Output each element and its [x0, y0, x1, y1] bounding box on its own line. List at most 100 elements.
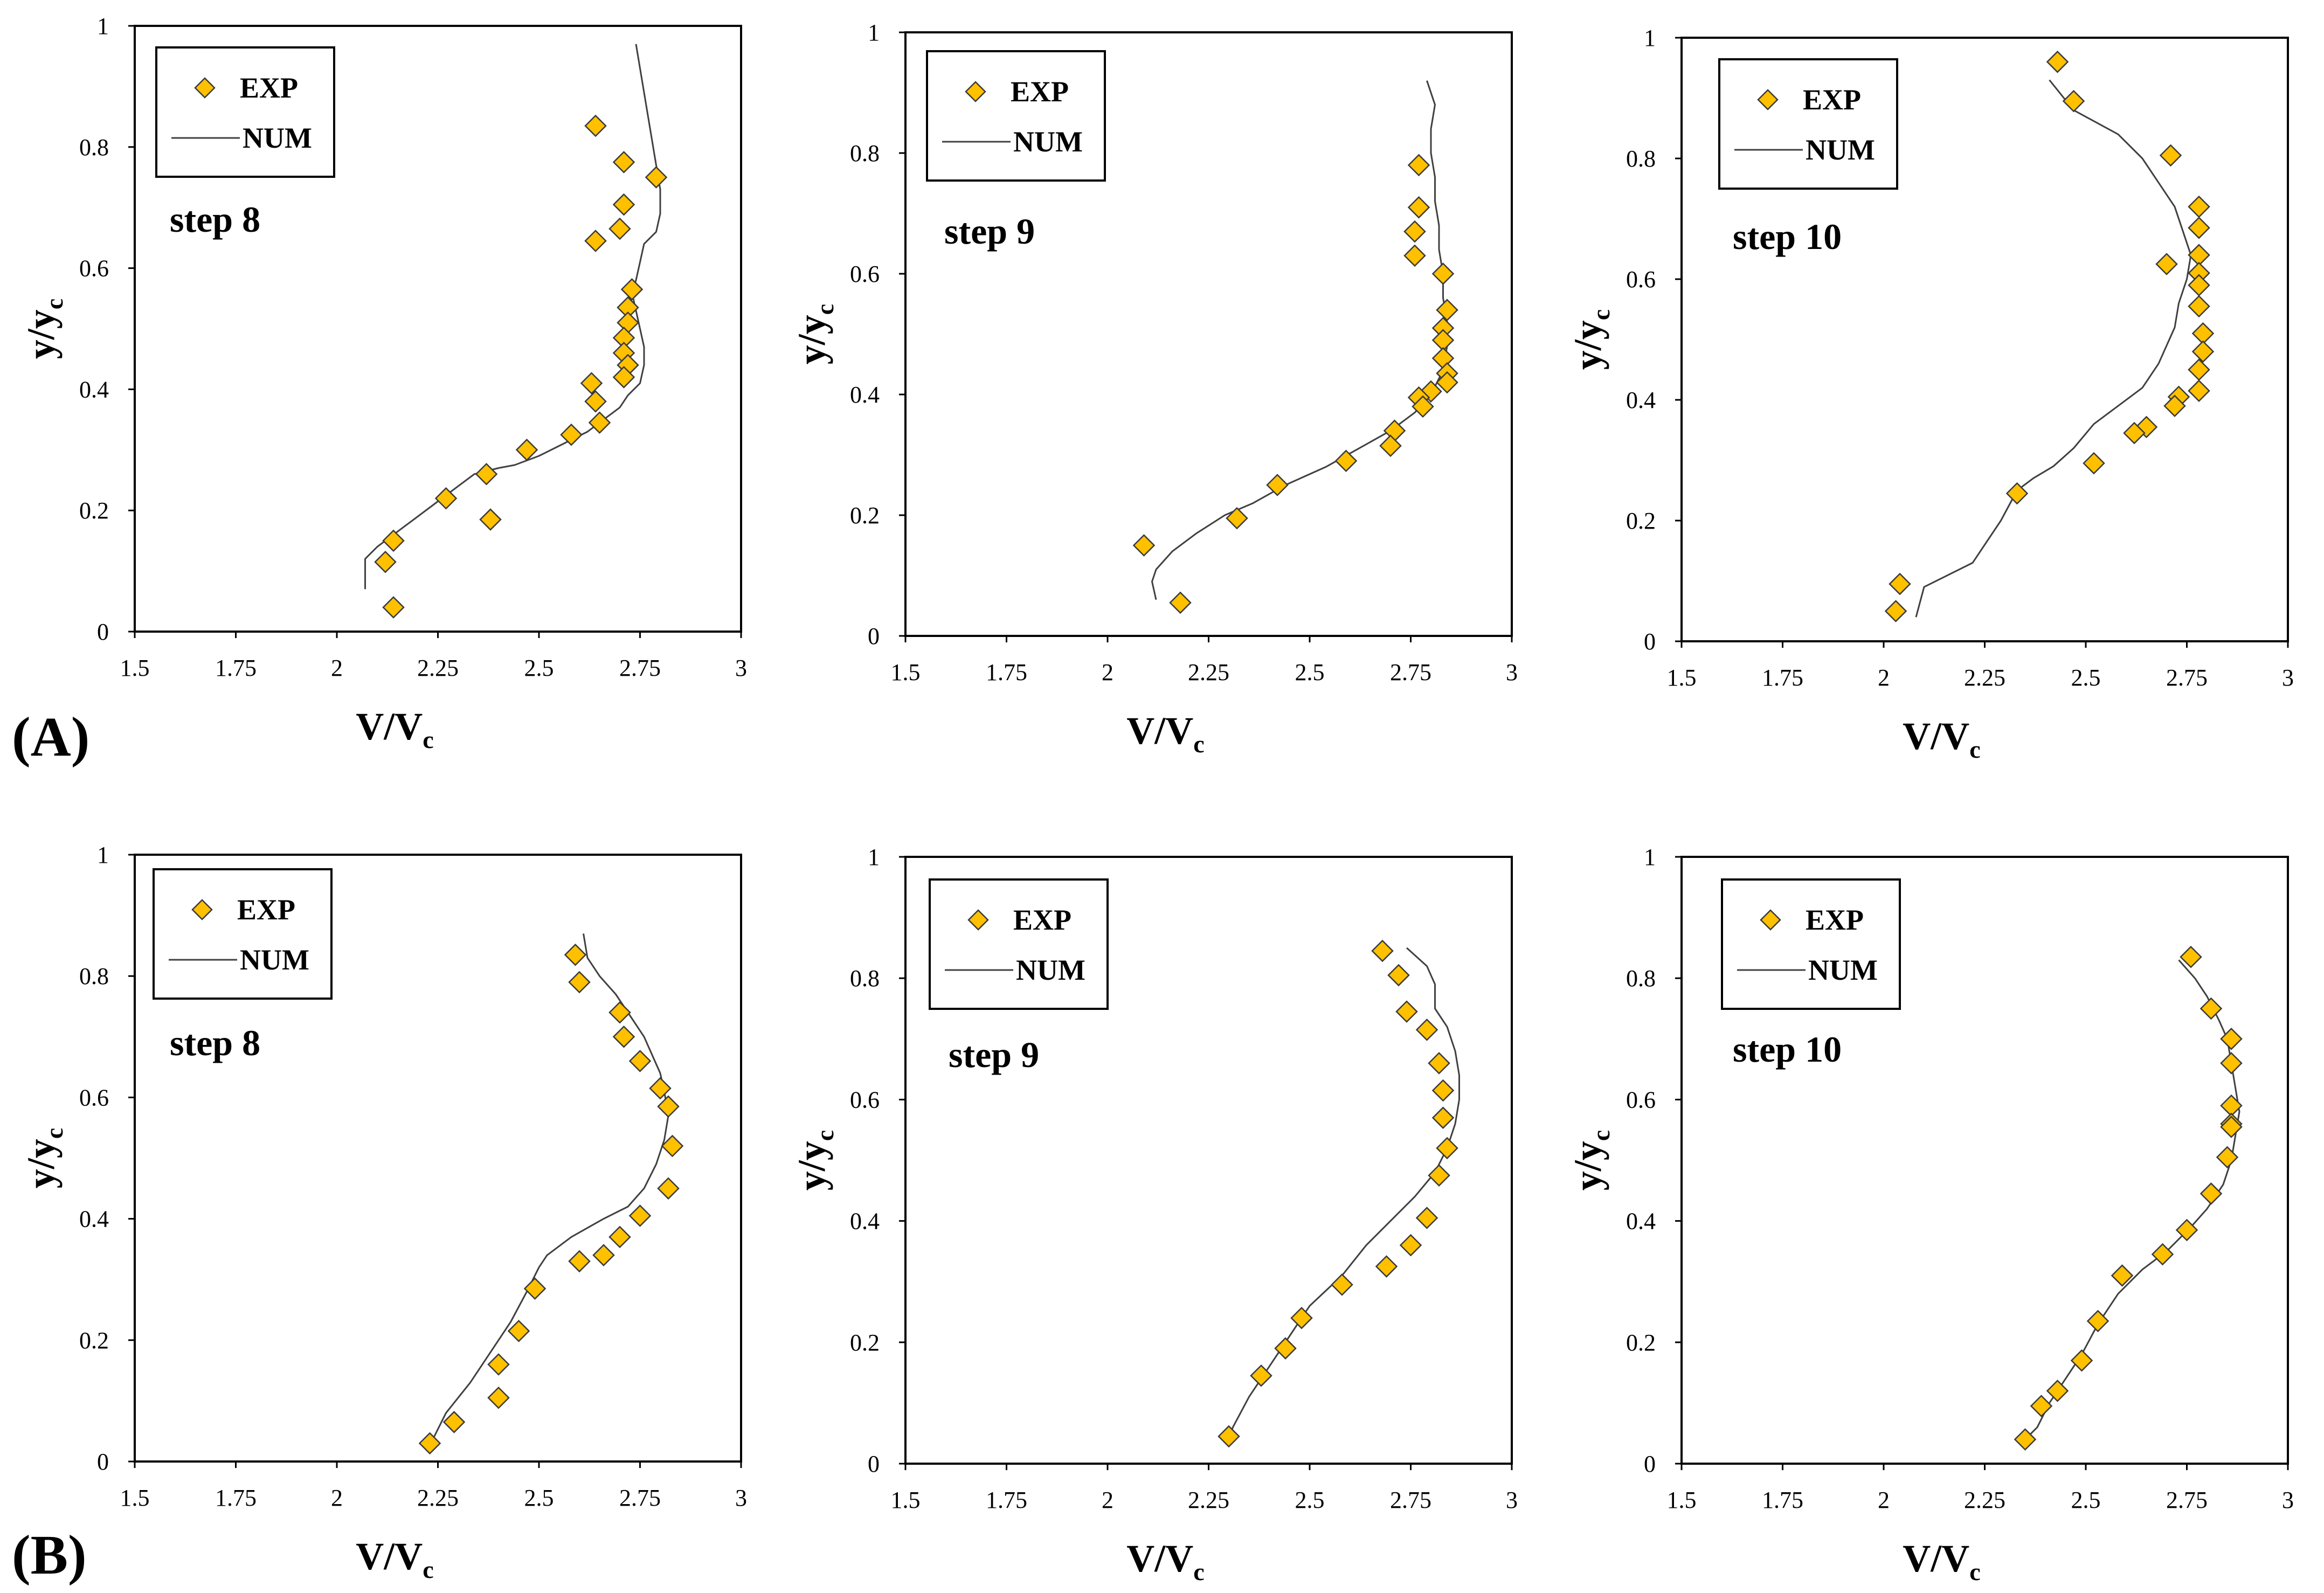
y-tick-label: 0.2	[79, 497, 109, 524]
exp-data-point	[657, 1095, 680, 1118]
exp-data-point	[588, 411, 611, 434]
step-annotation: step 9	[944, 211, 1035, 252]
y-axis-title-main: y/y	[790, 315, 833, 364]
exp-data-point	[1431, 1079, 1455, 1102]
exp-data-point	[487, 1387, 510, 1409]
exp-data-point	[2046, 51, 2069, 73]
exp-data-point	[1274, 1337, 1297, 1360]
x-tick-label: 2.5	[2071, 1487, 2101, 1513]
exp-data-point	[2014, 1428, 2037, 1451]
exp-data-point	[2180, 946, 2202, 968]
legend-exp-marker	[194, 77, 216, 99]
step-annotation: step 9	[949, 1034, 1039, 1075]
x-tick-label: 2.25	[1188, 1487, 1229, 1513]
y-axis-title-subscript: c	[1587, 309, 1615, 320]
exp-data-point	[612, 366, 635, 389]
y-tick-label: 0.2	[79, 1327, 109, 1354]
exp-data-point	[1250, 1364, 1272, 1387]
x-tick-label: 2.75	[619, 655, 661, 681]
exp-data-point	[1169, 591, 1192, 614]
x-tick-label: 2.75	[1390, 659, 1431, 685]
x-tick-label: 1.75	[986, 1487, 1027, 1513]
exp-data-point	[374, 550, 397, 573]
exp-data-point	[1428, 1164, 1450, 1187]
exp-data-point	[1403, 244, 1426, 267]
exp-data-point	[649, 1077, 672, 1100]
exp-data-point	[564, 944, 587, 966]
y-tick-label: 0.6	[850, 1086, 880, 1113]
exp-data-point	[2188, 379, 2210, 402]
x-tick-label: 2.5	[524, 1485, 554, 1511]
x-tick-label: 2	[1102, 1487, 1113, 1513]
exp-data-point	[1379, 434, 1402, 457]
exp-data-point	[1387, 964, 1410, 987]
y-tick-label: 1	[1644, 25, 1656, 51]
y-axis-title-subscript: c	[1587, 1130, 1615, 1141]
x-tick-label: 2.5	[1295, 1487, 1325, 1513]
exp-data-point	[2191, 340, 2215, 363]
y-axis-title-subscript: c	[811, 1130, 839, 1141]
x-tick-label: 1.5	[891, 659, 921, 685]
exp-data-point	[568, 971, 591, 994]
exp-data-point	[2175, 1218, 2198, 1242]
exp-data-point	[2046, 1380, 2069, 1402]
exp-data-point	[1436, 1137, 1458, 1160]
x-tick-label: 2.25	[1964, 664, 2005, 691]
exp-data-point	[2188, 217, 2210, 239]
legend-box	[1721, 878, 1901, 1010]
exp-data-point	[1218, 1425, 1240, 1448]
x-tick-label: 1.75	[1762, 664, 1803, 691]
exp-data-point	[2200, 997, 2223, 1020]
exp-data-point	[2030, 1395, 2053, 1417]
y-tick-label: 0.6	[79, 1084, 109, 1111]
exp-data-point	[1415, 1019, 1438, 1041]
legend-exp-label: EXP	[1013, 904, 1071, 936]
exp-data-point	[1412, 395, 1434, 418]
x-tick-label: 2.5	[1295, 659, 1325, 685]
exp-data-point	[507, 1320, 530, 1342]
x-tick-label: 3	[735, 655, 747, 681]
exp-data-point	[1334, 449, 1358, 472]
exp-data-point	[608, 1001, 631, 1024]
y-tick-label: 0.4	[1626, 387, 1656, 413]
x-axis-title: V/Vc	[356, 705, 433, 753]
exp-data-point	[580, 372, 603, 394]
legend-exp-label: EXP	[1011, 75, 1069, 108]
exp-data-point	[2005, 482, 2029, 505]
y-tick-label: 0	[1644, 1451, 1656, 1477]
exp-data-point	[2086, 1310, 2109, 1333]
x-tick-label: 1.5	[120, 655, 150, 681]
exp-data-point	[1375, 1255, 1398, 1278]
x-tick-label: 1.5	[1667, 664, 1697, 691]
y-tick-label: 0.4	[79, 1206, 109, 1232]
exp-data-point	[560, 423, 583, 446]
x-tick-label: 1.5	[1667, 1487, 1697, 1513]
x-tick-label: 1.75	[986, 659, 1027, 685]
legend-box	[155, 46, 335, 178]
exp-data-point	[2216, 1146, 2239, 1169]
row-label-a: (A)	[12, 706, 89, 768]
chart-panel: 1.5 1.75 2 2.25 2.5 2.75 300.20.40.60.81V/Vcy/…	[19, 13, 747, 753]
y-axis-title-main: y/y	[790, 1141, 833, 1190]
exp-data-point	[592, 1244, 615, 1266]
exp-data-point	[2070, 1349, 2093, 1372]
chart-panel: 1.5 1.75 2 2.25 2.5 2.75 300.20.40.60.81V/Vcy/…	[790, 844, 1518, 1585]
x-tick-label: 2	[1878, 1487, 1890, 1513]
exp-data-point	[2163, 394, 2186, 417]
exp-data-point	[1431, 262, 1455, 285]
y-axis-title: y/yc	[790, 304, 839, 364]
exp-data-point	[2151, 1243, 2174, 1266]
x-axis-title-subscript: c	[423, 726, 433, 753]
x-tick-label: 2.25	[1188, 659, 1229, 685]
exp-data-point	[2123, 421, 2146, 445]
exp-data-point	[1407, 196, 1430, 219]
x-axis-title: V/Vc	[1903, 1537, 1980, 1585]
exp-data-point	[612, 151, 635, 174]
x-tick-label: 2	[331, 1485, 343, 1511]
x-tick-label: 2	[1102, 659, 1113, 685]
legend-exp-marker	[967, 909, 989, 931]
x-tick-label: 2.5	[2071, 664, 2101, 691]
y-axis-title: y/yc	[19, 299, 68, 359]
y-tick-label: 0.8	[850, 140, 880, 167]
